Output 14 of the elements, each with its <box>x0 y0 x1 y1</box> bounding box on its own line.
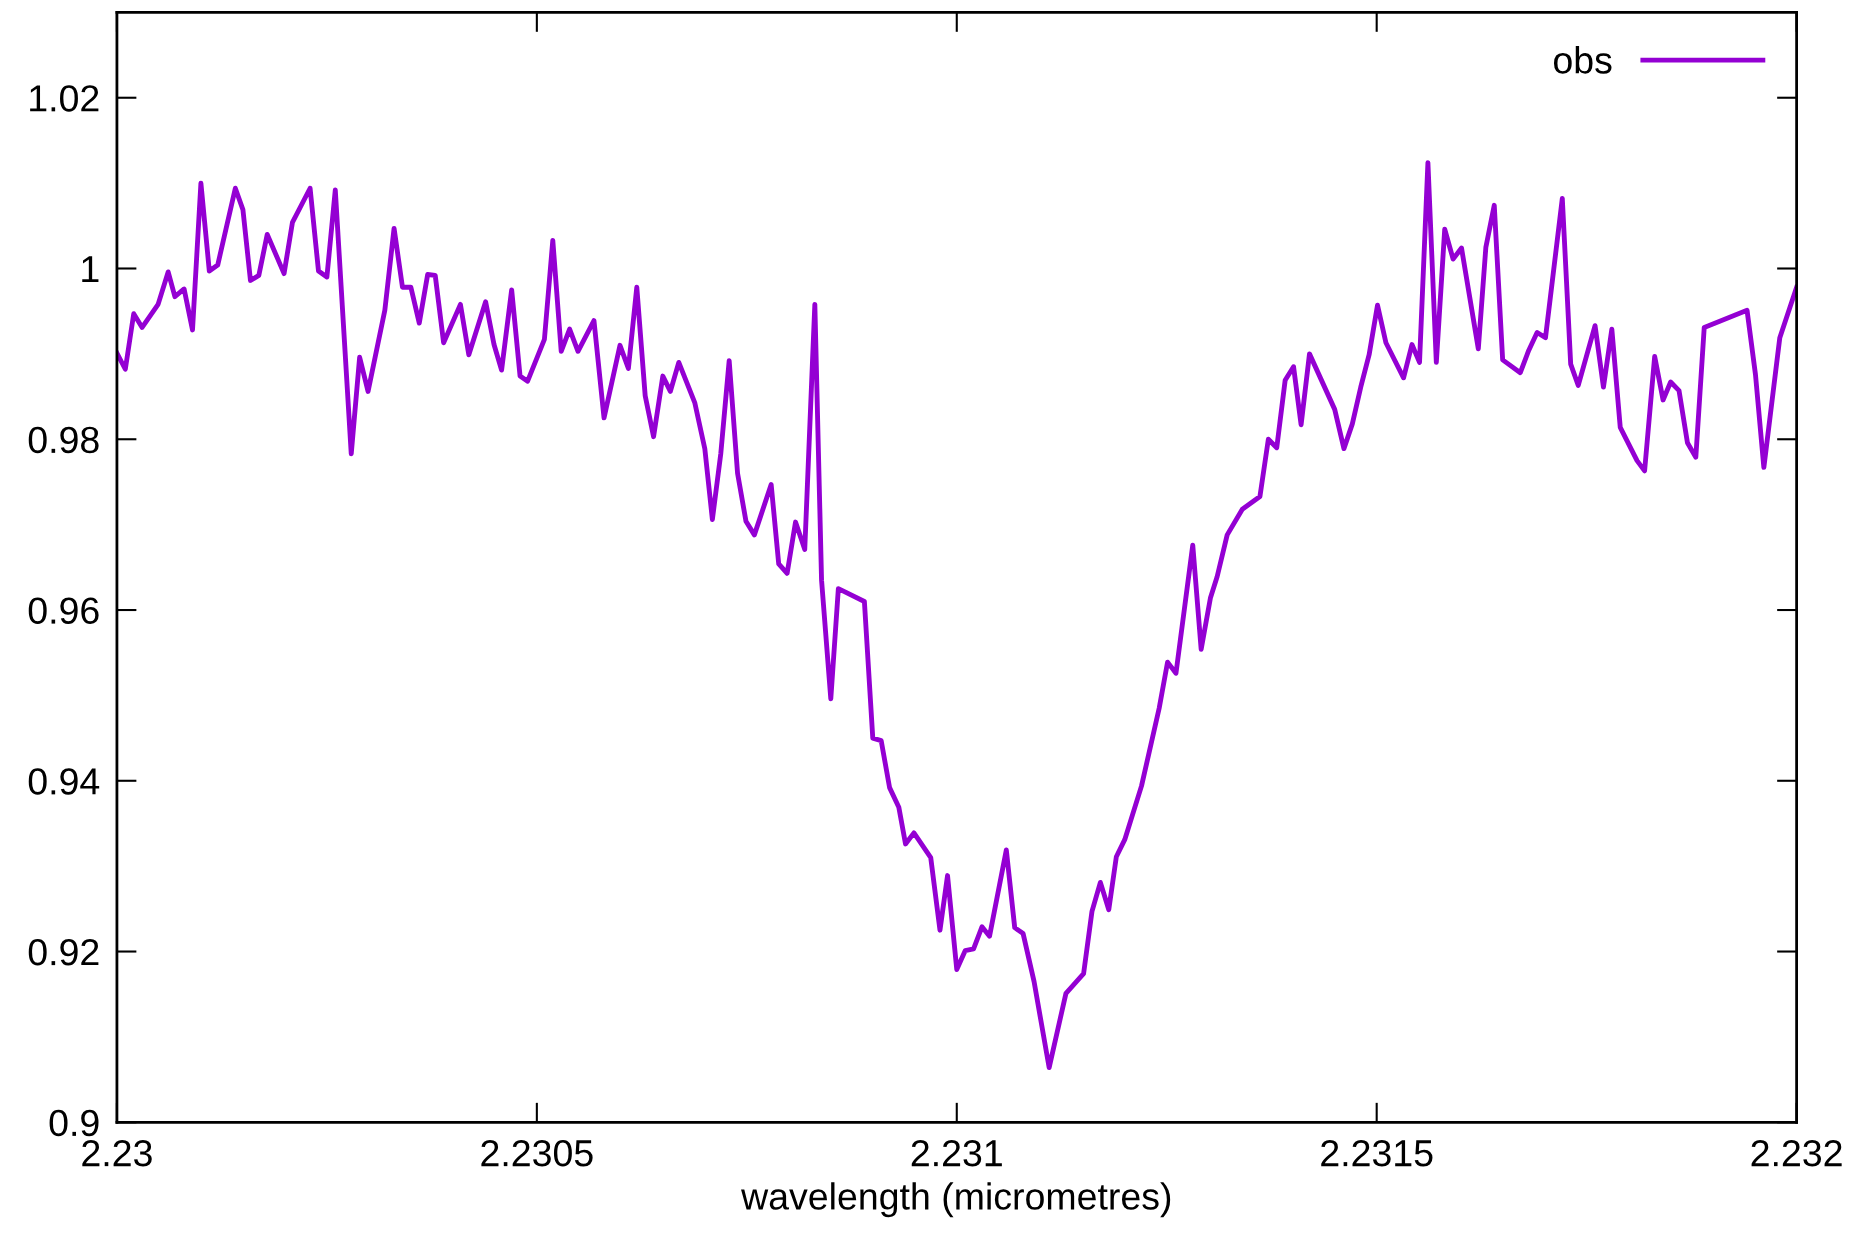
y-tick-label: 1 <box>82 256 99 283</box>
x-axis-title: wavelength (micrometres) <box>741 1182 1171 1218</box>
y-tick-label: 0.96 <box>28 597 99 624</box>
y-tick-label: 1.02 <box>30 85 99 112</box>
y-tick-label: 0.98 <box>28 426 99 454</box>
y-tick-label: 0.9 <box>49 1109 99 1137</box>
x-tick-label: 2.2305 <box>481 1139 593 1167</box>
x-tick-label: 2.232 <box>1751 1139 1842 1167</box>
x-tick-label: 2.2315 <box>1321 1139 1433 1167</box>
x-tick-label: 2.231 <box>911 1139 1002 1167</box>
legend-label: obs <box>1553 46 1612 74</box>
y-tick-label: 0.92 <box>28 938 99 966</box>
y-tick-label: 0.94 <box>28 768 100 795</box>
x-tick-label: 2.23 <box>82 1139 152 1167</box>
